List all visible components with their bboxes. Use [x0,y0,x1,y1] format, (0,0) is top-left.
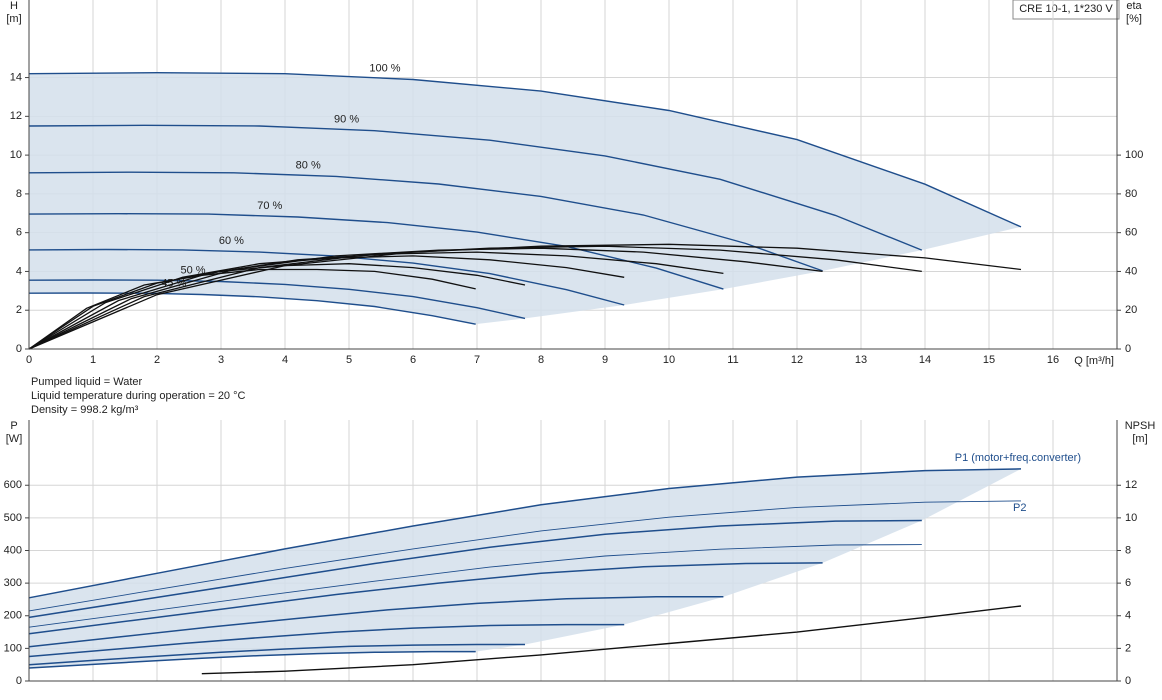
y-axis-label: H [10,0,18,12]
x-axis-label: Q [m³/h] [1074,355,1114,367]
y2-tick-label: 12 [1125,479,1137,491]
x-tick-label: 4 [282,354,288,366]
y-tick-label: 200 [4,610,22,622]
x-tick-label: 5 [346,354,352,366]
y2-tick-label: 8 [1125,544,1131,556]
y2-tick-label: 100 [1125,149,1143,161]
x-tick-label: 13 [855,354,867,366]
y-axis-unit: [m] [6,13,21,25]
x-tick-label: 0 [26,354,32,366]
p1-curve [28,562,823,635]
y-tick-label: 500 [4,512,22,524]
head-curve [28,71,1022,228]
p1-curve [28,643,525,666]
y-tick-label: 600 [4,479,22,491]
annotation: Density = 998.2 kg/m³ [31,404,139,416]
speed-label: 100 % [369,62,400,74]
x-tick-label: 9 [602,354,608,366]
speed-label: 50 % [180,264,205,276]
y-axis-unit: [W] [6,433,23,445]
speed-label: 70 % [257,200,282,212]
efficiency-curve [28,245,922,350]
x-tick-label: 16 [1047,354,1059,366]
x-tick-label: 15 [983,354,995,366]
y2-tick-label: 2 [1125,642,1131,654]
y2-tick-label: 80 [1125,188,1137,200]
y2-axis-unit: [m] [1132,433,1147,445]
y-tick-label: 0 [16,675,22,687]
x-tick-label: 6 [410,354,416,366]
y2-tick-label: 10 [1125,512,1137,524]
y2-tick-label: 4 [1125,610,1131,622]
p2-curve [28,544,922,628]
speed-label: 80 % [296,159,321,171]
y-tick-label: 0 [16,343,22,355]
x-tick-label: 14 [919,354,931,366]
y2-tick-label: 60 [1125,227,1137,239]
y-tick-label: 8 [16,188,22,200]
x-tick-label: 1 [90,354,96,366]
y-tick-label: 4 [16,265,22,277]
speed-label: 90 % [334,114,359,126]
head-curve [28,171,823,272]
x-tick-label: 2 [154,354,160,366]
speed-label: 60 % [219,235,244,247]
head-curve [28,292,476,325]
p1-curve [28,596,724,648]
operating-region [29,72,1021,325]
x-tick-label: 12 [791,354,803,366]
plot-layer: 100 %90 %80 %70 %60 %50 %45 %0 1 2 3 4 5 6 7 8 9 1… [4,0,1143,687]
p1-curve [28,623,625,658]
p1-curve [28,468,1022,599]
operating-region [29,468,1021,668]
annotation: Liquid temperature during operation = 20… [31,390,246,402]
p1-label: P1 (motor+freq.converter) [955,452,1081,464]
p2-label: P2 [1013,502,1026,514]
y2-tick-label: 6 [1125,577,1131,589]
p1-curve [28,519,922,619]
x-tick-label: 11 [727,354,738,366]
y-tick-label: 10 [10,149,22,161]
x-tick-label: 3 [218,354,224,366]
y-tick-label: 300 [4,577,22,589]
y-tick-label: 14 [10,71,22,83]
y2-axis-label: NPSH [1125,420,1156,432]
x-tick-label: 8 [538,354,544,366]
y-tick-label: 6 [16,227,22,239]
annotation: Pumped liquid = Water [31,376,143,388]
y2-tick-label: 0 [1125,675,1131,687]
y2-tick-label: 0 [1125,343,1131,355]
y-tick-label: 12 [10,110,22,122]
efficiency-curve [28,268,476,350]
y-tick-label: 2 [16,304,22,316]
p1-curve [28,650,476,669]
y-axis-label: P [10,420,17,432]
efficiency-curve [28,255,625,350]
x-tick-label: 7 [474,354,480,366]
y-tick-label: 400 [4,544,22,556]
efficiency-curve [28,251,724,350]
y2-axis-label: eta [1126,0,1142,12]
y2-axis-unit: [%] [1126,13,1142,25]
efficiency-curve [28,247,823,350]
model-label: CRE 10-1, 1*230 V [1019,3,1113,15]
npsh-curve [201,605,1022,675]
x-tick-label: 10 [663,354,675,366]
efficiency-curve [28,263,526,350]
efficiency-curve [28,243,1022,350]
model-box [1012,0,1120,20]
y-tick-label: 100 [4,642,22,654]
y2-tick-label: 20 [1125,304,1137,316]
p2-curve [28,500,1022,612]
head-curve [28,124,923,251]
head-curve [28,279,526,320]
y2-tick-label: 40 [1125,265,1137,277]
